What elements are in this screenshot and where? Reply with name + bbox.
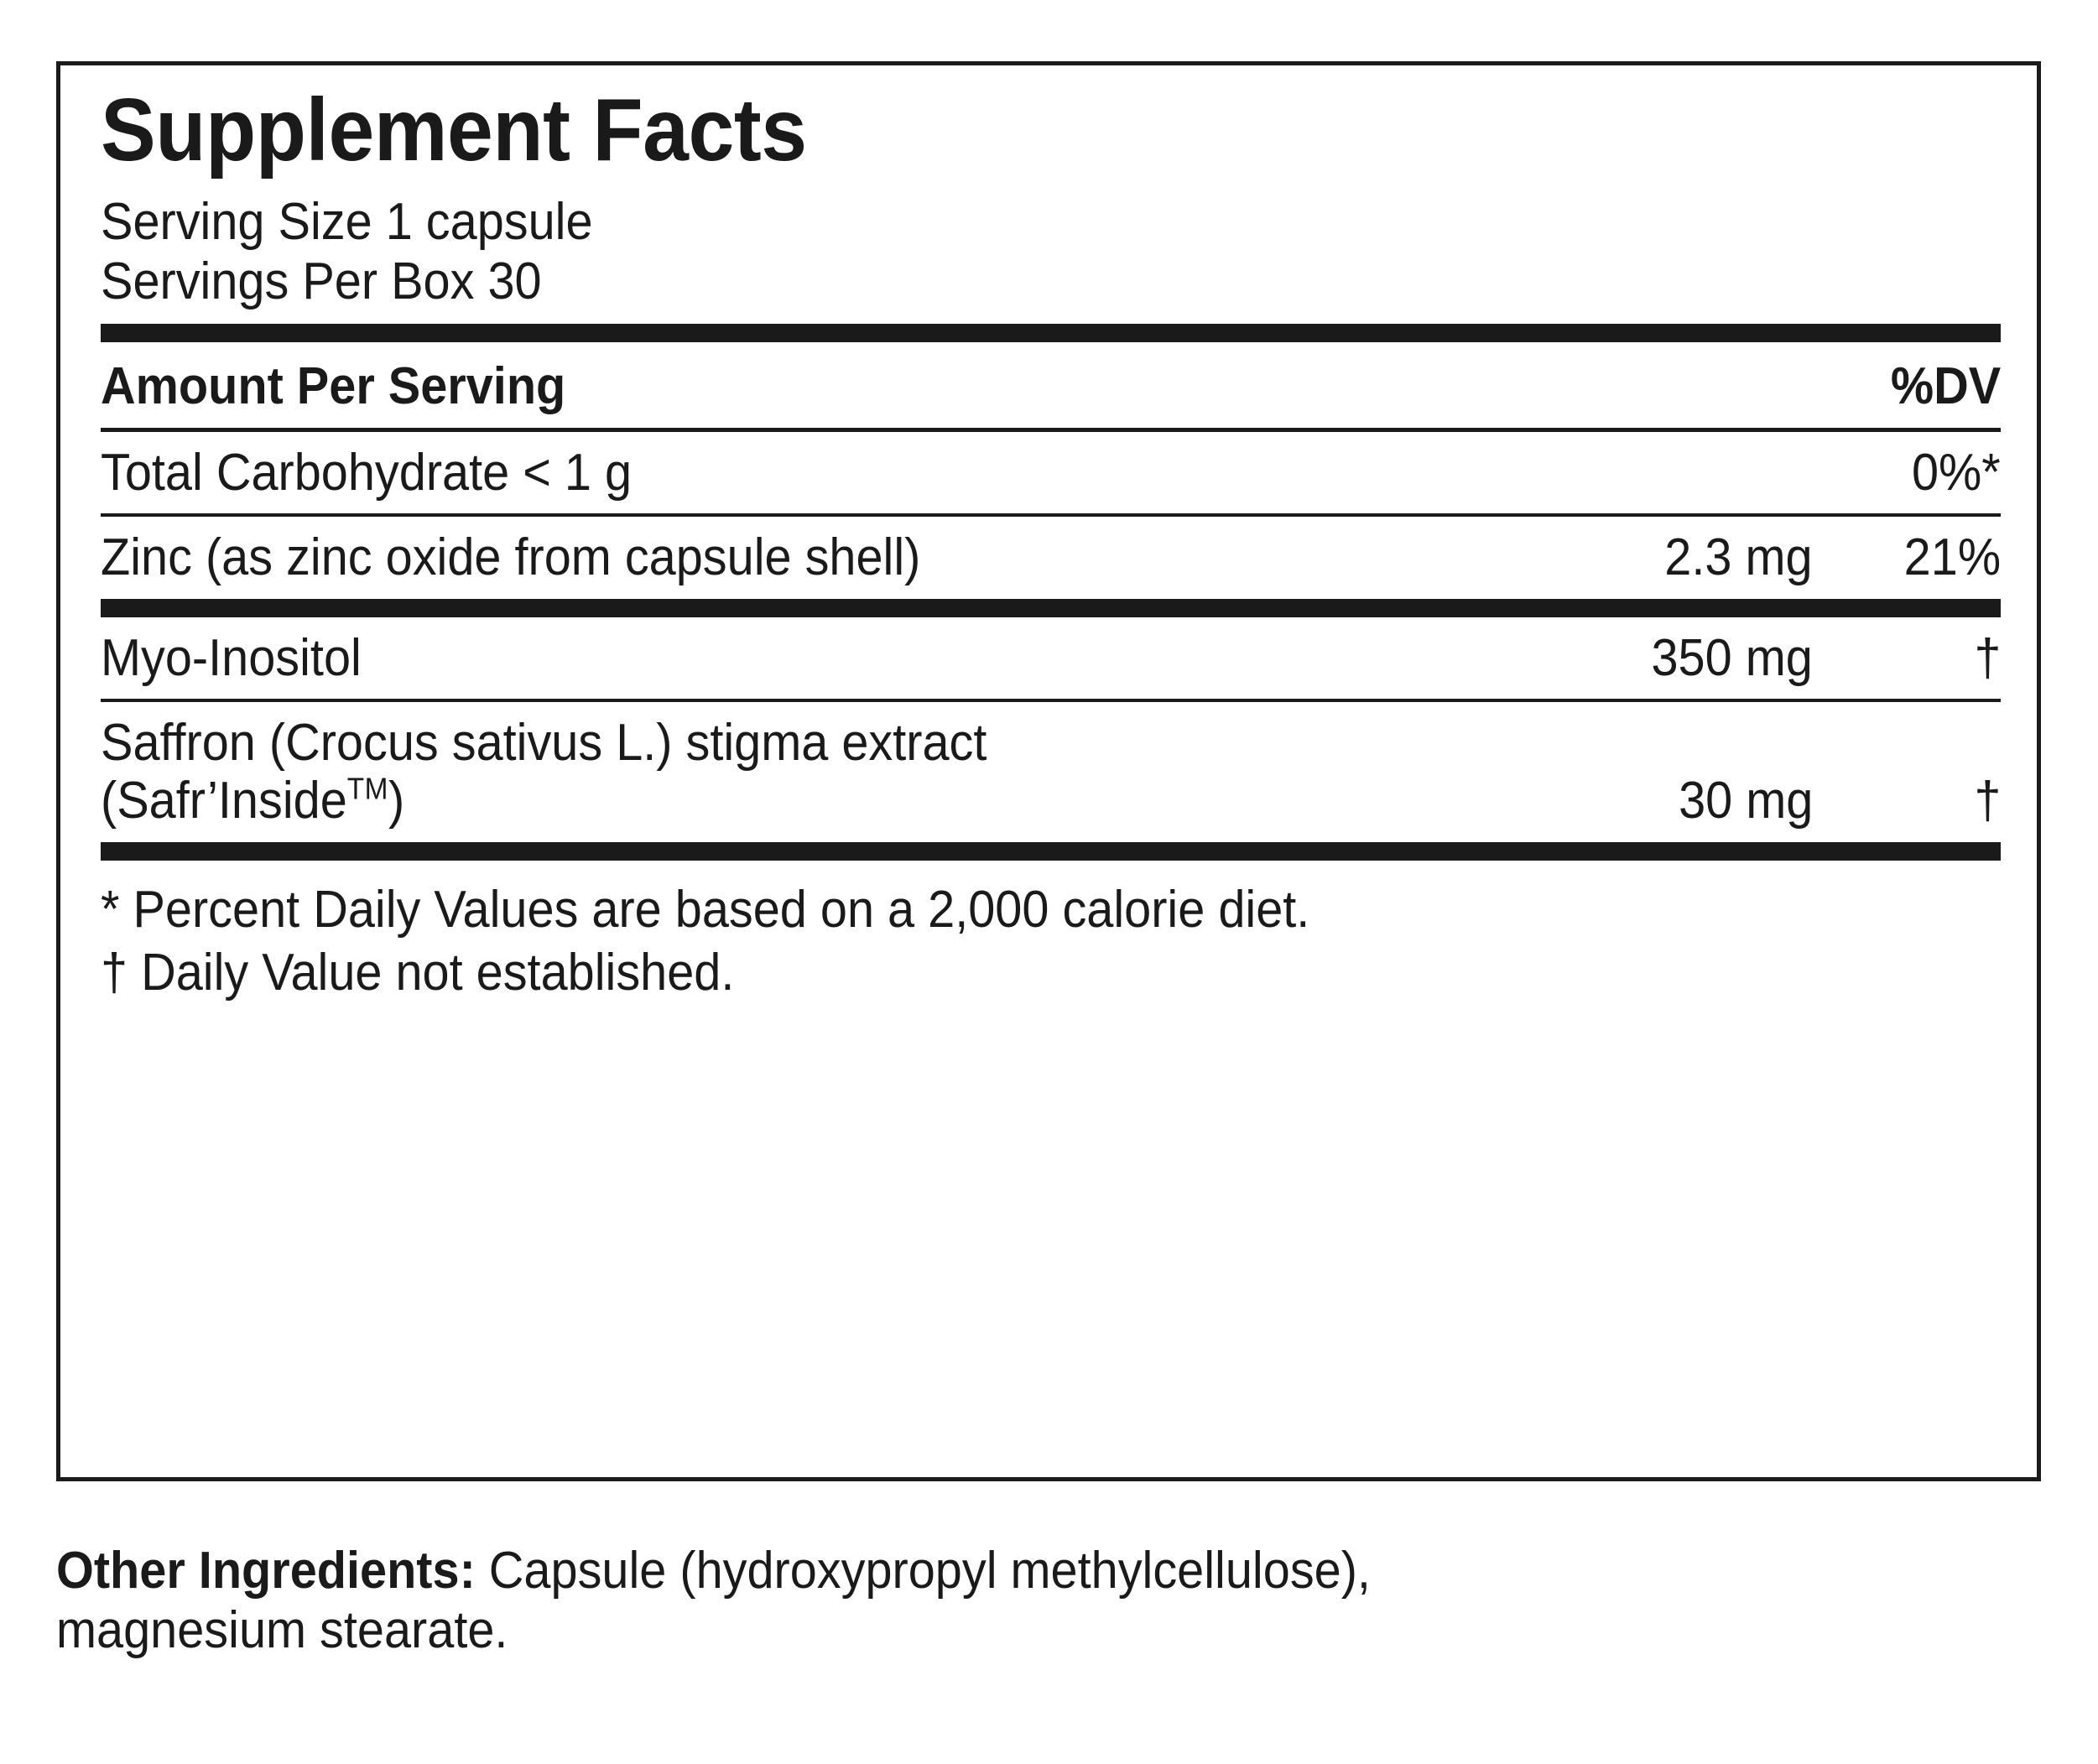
table-row: Total Carbohydrate < 1 g 0%* xyxy=(101,432,2001,513)
spacer xyxy=(101,309,2001,324)
nutrient-name-line-1: Saffron (Crocus sativus L.) stigma extra… xyxy=(101,713,987,772)
daily-value-header: %DV xyxy=(1833,357,2001,415)
divider-row xyxy=(101,698,2001,702)
nutrient-daily-value: † xyxy=(1973,772,2001,830)
serving-size-text: Serving Size 1 capsule xyxy=(101,193,593,251)
nutrient-daily-value: † xyxy=(1973,628,2001,687)
nutrient-amount xyxy=(1813,444,1833,502)
supplement-facts-panel: Supplement Facts Serving Size 1 capsule … xyxy=(56,61,2041,1481)
footnotes: * Percent Daily Values are based on a 2,… xyxy=(101,861,2001,1002)
table-header-row: Amount Per Serving %DV xyxy=(101,342,2001,427)
divider-thick-bottom xyxy=(101,841,2001,861)
other-ingredients-line-2: magnesium stearate. xyxy=(56,1601,2053,1661)
table-row: Myo-Inositol 350 mg † xyxy=(101,617,2001,699)
nutrient-amount: 350 mg xyxy=(1651,628,1813,687)
nutrient-amount: 30 mg xyxy=(1678,772,1813,830)
divider-row xyxy=(101,513,2001,518)
table-row: Saffron (Crocus sativus L.) stigma extra… xyxy=(101,702,2001,842)
nutrient-daily-value: 21% xyxy=(1903,528,2001,587)
trademark-mark: TM xyxy=(346,772,388,807)
nutrient-name-line-2: (Safr’InsideTM) xyxy=(101,772,1669,830)
amount-per-serving-label: Amount Per Serving xyxy=(101,357,566,416)
nutrient-name-line-2-inner: (Safr’InsideTM) xyxy=(101,772,405,830)
other-ingredients-text-1: Capsule (hydroxypropyl methylcellulose), xyxy=(475,1542,1371,1600)
other-ingredients-line-1: Other Ingredients: Capsule (hydroxypropy… xyxy=(56,1542,2053,1601)
page-title: Supplement Facts xyxy=(101,81,807,180)
nutrient-daily-value: 0%* xyxy=(1912,443,2001,502)
footnote-dagger: † Daily Value not established. xyxy=(101,944,735,1002)
supplement-facts-content: Supplement Facts Serving Size 1 capsule … xyxy=(101,65,2001,1002)
table-row: Zinc (as zinc oxide from capsule shell) … xyxy=(101,517,2001,598)
nutrient-name: Zinc (as zinc oxide from capsule shell) xyxy=(101,528,921,587)
nutrient-name: Total Carbohydrate < 1 g xyxy=(101,443,633,502)
nutrient-name: Myo-Inositol xyxy=(101,628,362,687)
divider-thick-top xyxy=(101,324,2001,343)
footnote-asterisk: * Percent Daily Values are based on a 2,… xyxy=(101,880,1310,939)
amount-per-serving-header: Amount Per Serving xyxy=(101,357,1833,415)
divider-under-header xyxy=(101,427,2001,432)
other-ingredients-text-2: magnesium stearate. xyxy=(56,1600,508,1659)
daily-value-label: %DV xyxy=(1890,357,2001,416)
nutrient-amount: 2.3 mg xyxy=(1664,528,1813,587)
nutrient-name: Saffron (Crocus sativus L.) stigma extra… xyxy=(101,714,1669,830)
other-ingredients: Other Ingredients: Capsule (hydroxypropy… xyxy=(56,1542,2053,1660)
servings-per-container-text: Servings Per Box 30 xyxy=(101,252,542,311)
other-ingredients-label: Other Ingredients: xyxy=(56,1542,476,1600)
divider-thick-mid xyxy=(101,598,2001,617)
